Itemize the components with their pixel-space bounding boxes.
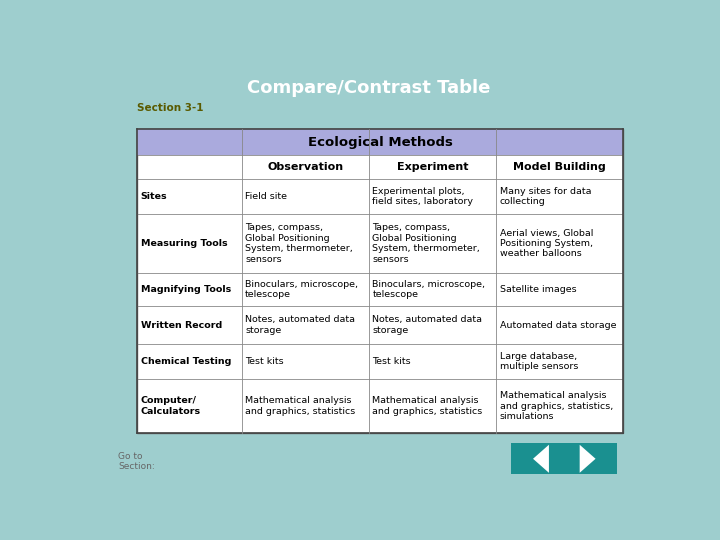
Text: Satellite images: Satellite images [500, 285, 576, 294]
Text: Sites: Sites [141, 192, 168, 201]
Text: Many sites for data
collecting: Many sites for data collecting [500, 187, 591, 206]
Text: Binoculars, microscope,
telescope: Binoculars, microscope, telescope [372, 280, 485, 299]
Text: Mathematical analysis
and graphics, statistics,
simulations: Mathematical analysis and graphics, stat… [500, 391, 613, 421]
Text: Computer/
Calculators: Computer/ Calculators [141, 396, 201, 416]
Text: Ecological Methods: Ecological Methods [307, 136, 453, 149]
Text: Test kits: Test kits [245, 357, 284, 366]
Text: Written Record: Written Record [141, 321, 222, 329]
Text: Binoculars, microscope,
telescope: Binoculars, microscope, telescope [245, 280, 358, 299]
Text: Notes, automated data
storage: Notes, automated data storage [372, 315, 482, 335]
Text: Mathematical analysis
and graphics, statistics: Mathematical analysis and graphics, stat… [245, 396, 356, 416]
Text: Tapes, compass,
Global Positioning
System, thermometer,
sensors: Tapes, compass, Global Positioning Syste… [245, 224, 353, 264]
Text: Field site: Field site [245, 192, 287, 201]
Bar [138, 129, 623, 156]
Text: Automated data storage: Automated data storage [500, 321, 616, 329]
Text: Notes, automated data
storage: Notes, automated data storage [245, 315, 355, 335]
Bar [511, 443, 617, 474]
Text: Tapes, compass,
Global Positioning
System, thermometer,
sensors: Tapes, compass, Global Positioning Syste… [372, 224, 480, 264]
Text: Large database,
multiple sensors: Large database, multiple sensors [500, 352, 578, 372]
Text: Test kits: Test kits [372, 357, 411, 366]
Text: Observation: Observation [267, 163, 343, 172]
Text: Go to
Section:: Go to Section: [118, 452, 155, 471]
Polygon shape [580, 445, 595, 473]
Bar [138, 129, 623, 433]
Polygon shape [533, 445, 549, 473]
Text: Model Building: Model Building [513, 163, 606, 172]
Text: Experimental plots,
field sites, laboratory: Experimental plots, field sites, laborat… [372, 187, 473, 206]
Text: Measuring Tools: Measuring Tools [141, 239, 228, 248]
Text: Compare/Contrast Table: Compare/Contrast Table [247, 79, 491, 97]
Text: Magnifying Tools: Magnifying Tools [141, 285, 231, 294]
Text: Aerial views, Global
Positioning System,
weather balloons: Aerial views, Global Positioning System,… [500, 228, 593, 259]
Text: Experiment: Experiment [397, 163, 468, 172]
Text: Chemical Testing: Chemical Testing [141, 357, 231, 366]
Text: Section 3-1: Section 3-1 [138, 104, 204, 113]
Text: Mathematical analysis
and graphics, statistics: Mathematical analysis and graphics, stat… [372, 396, 482, 416]
